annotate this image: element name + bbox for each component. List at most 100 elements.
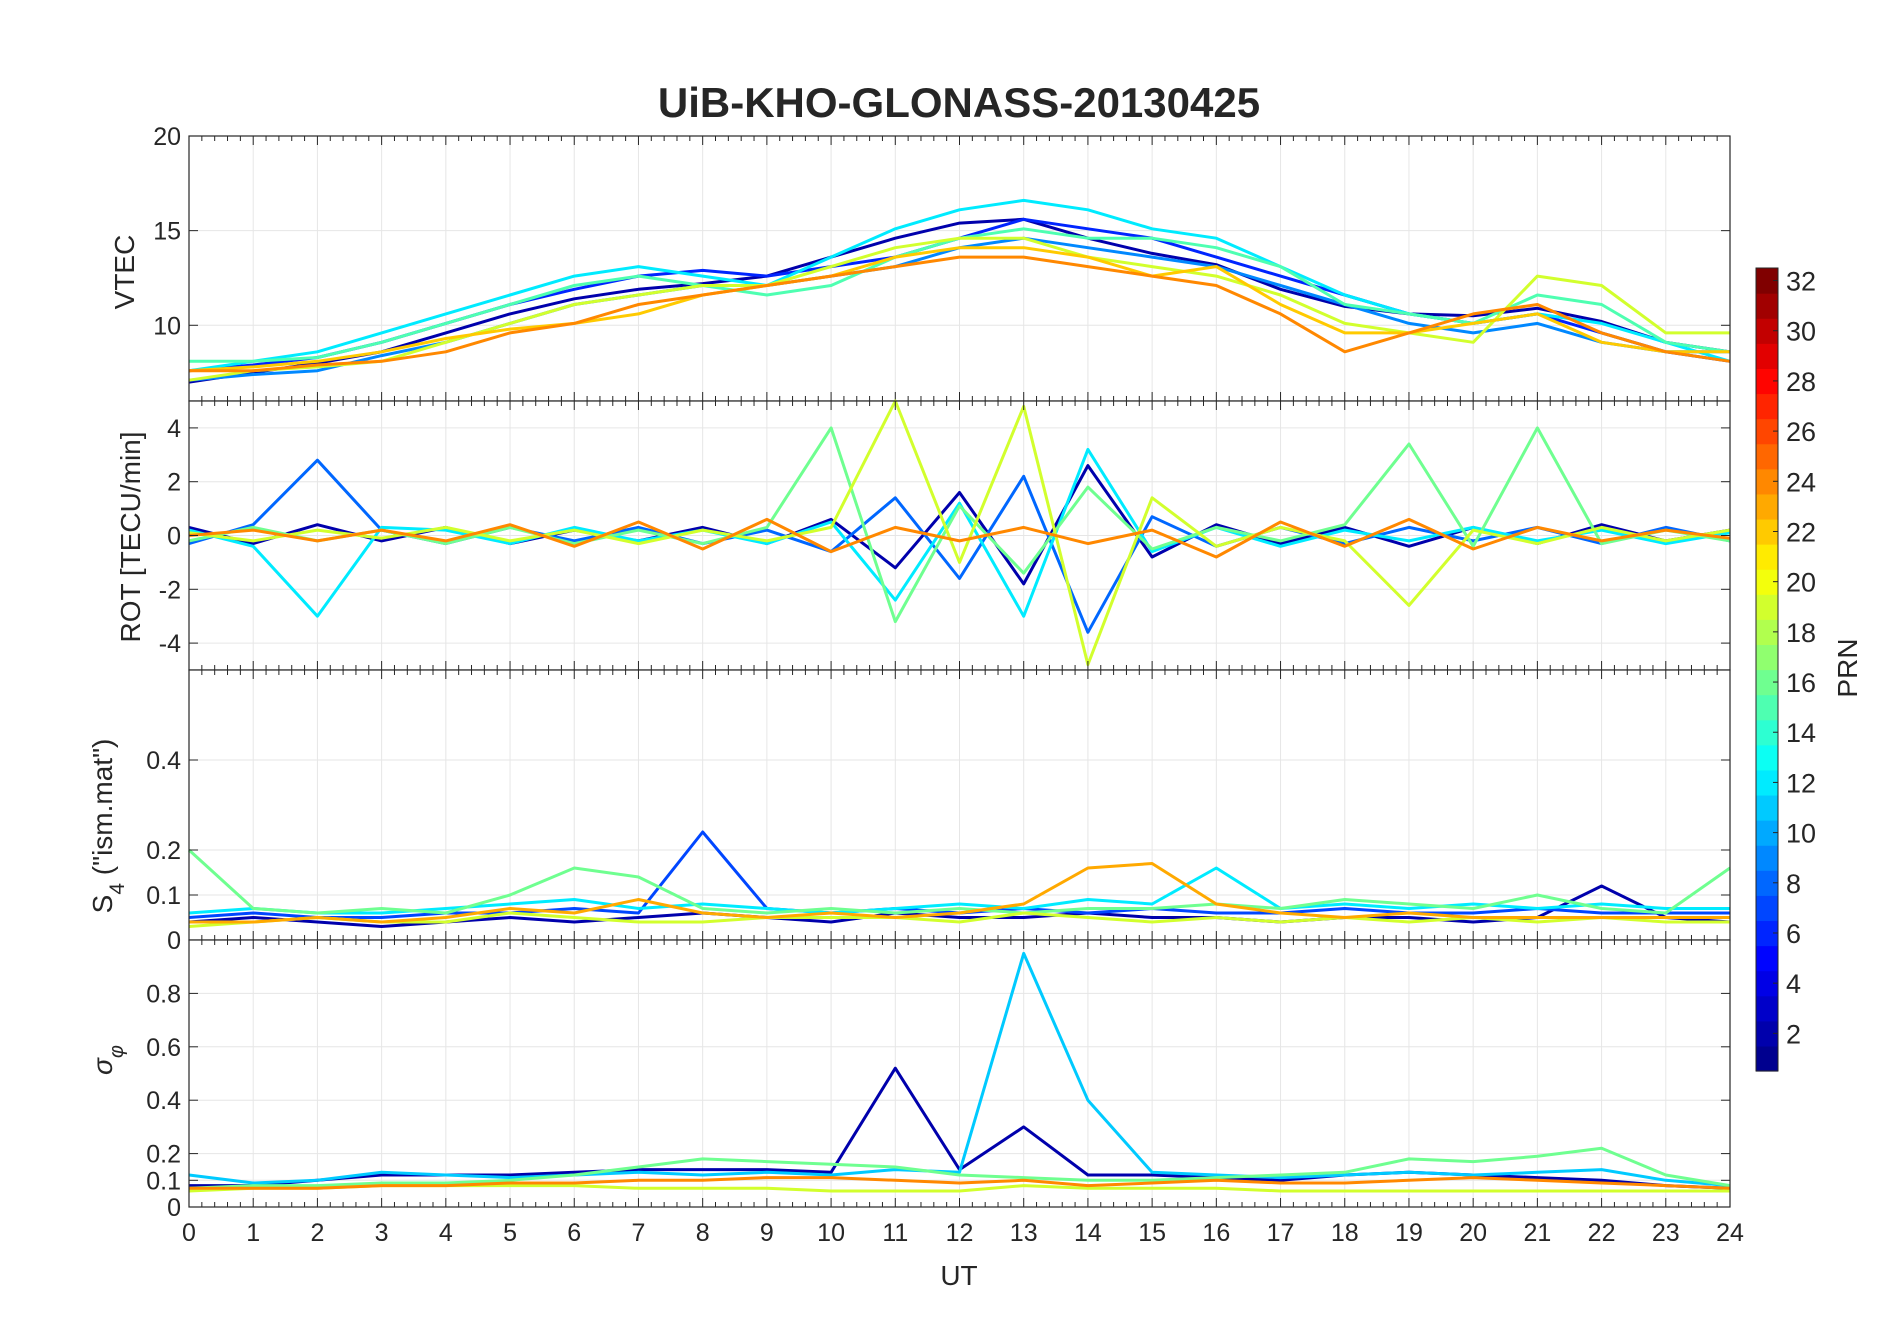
colorbar-swatch (1756, 694, 1778, 721)
colorbar-swatch (1756, 870, 1778, 896)
colorbar-swatch (1756, 995, 1778, 1022)
colorbar-swatch (1756, 368, 1778, 395)
colorbar-tick-label: 24 (1786, 467, 1816, 497)
y-tick-label: 0 (167, 523, 181, 551)
series-line-prn-16 (188, 1146, 1731, 1190)
colorbar-tick-label: 26 (1786, 417, 1816, 447)
x-tick-label: 8 (696, 1219, 710, 1247)
colorbar-swatch (1756, 418, 1778, 445)
y-tick-label: 2 (167, 469, 181, 497)
colorbar-swatch (1756, 443, 1778, 470)
x-tick-label: 20 (1459, 1219, 1487, 1247)
y-tick-label: -4 (159, 630, 181, 658)
colorbar-tick-label: 4 (1786, 969, 1801, 999)
colorbar-swatch (1756, 493, 1778, 520)
colorbar-swatch (1756, 794, 1778, 821)
colorbar-swatch (1756, 594, 1778, 620)
x-tick-label: 17 (1267, 1219, 1295, 1247)
colorbar-swatch (1756, 744, 1778, 771)
chart-title: UiB-KHO-GLONASS-20130425 (658, 79, 1260, 126)
colorbar-swatch (1756, 343, 1778, 369)
colorbar-swatch (1756, 468, 1778, 495)
series-line-prn-12 (188, 447, 1731, 618)
x-tick-label: 0 (182, 1219, 196, 1247)
colorbar-swatch (1756, 268, 1778, 294)
x-tick-label: 1 (246, 1219, 260, 1247)
y-tick-label: 4 (167, 415, 181, 443)
y-tick-label: 15 (153, 218, 181, 246)
y-tick-label: 0.1 (146, 882, 181, 910)
series-line-prn-16 (187, 848, 1731, 915)
x-tick-label: 2 (310, 1219, 324, 1247)
colorbar-tick-label: 22 (1786, 517, 1816, 547)
x-tick-label: 14 (1074, 1219, 1102, 1247)
colorbar-swatch (1756, 945, 1778, 972)
colorbar-swatch (1756, 569, 1778, 595)
colorbar-tick-label: 2 (1786, 1019, 1801, 1049)
colorbar-swatch (1756, 644, 1778, 671)
y-tick-label: -2 (159, 576, 181, 604)
colorbar-tick-label: 10 (1786, 819, 1816, 849)
series-line-prn-19 (188, 236, 1730, 382)
y-axis-label-rot: ROT [TECU/min] (115, 431, 146, 642)
colorbar-swatch (1756, 619, 1778, 645)
y-axis-label-vtec: VTEC (109, 235, 140, 310)
colorbar-tick-label: 20 (1786, 568, 1816, 598)
series-line-prn-12 (188, 866, 1730, 915)
colorbar-swatch (1756, 970, 1778, 997)
panel-s4: 0 0.1 0.2 0.4 (146, 669, 1731, 955)
colorbar-tick-label: 6 (1786, 919, 1801, 949)
x-tick-label: 15 (1138, 1219, 1166, 1247)
y-axis-label-s4: S4 ("ism.mat") (87, 739, 129, 914)
colorbar-swatch (1756, 518, 1778, 545)
y-tick-label: 0.2 (146, 837, 181, 865)
colorbar-swatch (1756, 318, 1778, 344)
colorbar-swatch (1756, 1020, 1778, 1047)
x-tick-label: 18 (1331, 1219, 1359, 1247)
colorbar-tick-label: 12 (1786, 768, 1816, 798)
x-tick-label: 24 (1716, 1219, 1744, 1247)
colorbar-tick-label: 32 (1786, 267, 1816, 297)
series-line-prn-16 (188, 426, 1731, 624)
x-tick-label: 22 (1588, 1219, 1616, 1247)
colorbar-tick-label: 30 (1786, 317, 1816, 347)
x-tick-label: 10 (817, 1219, 845, 1247)
series-line-prn-19 (188, 399, 1731, 667)
y-tick-label: 10 (153, 312, 181, 340)
colorbar-swatch (1756, 293, 1778, 319)
colorbar-tick-label: 14 (1786, 718, 1816, 748)
x-tick-label: 3 (375, 1219, 389, 1247)
colorbar-swatch (1756, 820, 1778, 846)
x-tick-label: 6 (567, 1219, 581, 1247)
y-tick-label: 0 (167, 1194, 181, 1222)
panel-sigma-phi: 00.10.20.40.60.80 1 2 3 4 5 6 7 8 9 10 11 12 13 14 15 16… (146, 939, 1744, 1247)
colorbar-swatch (1756, 719, 1778, 746)
x-tick-label: 23 (1652, 1219, 1680, 1247)
panel-rot: -4 -2 0 2 4 (159, 399, 1731, 671)
y-tick-label: 0.6 (146, 1034, 181, 1062)
y-axis-label-sigma-phi: σφ (87, 1045, 128, 1075)
series-line-prn-11 (188, 951, 1731, 1188)
colorbar-tick-label: 18 (1786, 618, 1816, 648)
y-tick-label: 0.2 (146, 1141, 181, 1169)
colorbar-swatch (1756, 920, 1778, 947)
x-tick-label: 19 (1395, 1219, 1423, 1247)
series-line-prn-24 (189, 1176, 1731, 1190)
colorbar-frame (1755, 267, 1779, 1072)
colorbar-swatch (1756, 669, 1778, 696)
colorbar-swatch (1756, 393, 1778, 420)
series-line-prn-22 (188, 246, 1730, 373)
x-tick-label: 5 (503, 1219, 517, 1247)
colorbar-tick-label: 28 (1786, 367, 1816, 397)
x-tick-label: 12 (946, 1219, 974, 1247)
colorbar-swatch (1756, 544, 1778, 570)
colorbar-tick-label: 8 (1786, 869, 1801, 899)
x-tick-label: 4 (439, 1219, 453, 1247)
y-tick-label: 0.1 (146, 1167, 181, 1195)
y-tick-label: 0 (167, 927, 181, 955)
x-tick-label: 9 (760, 1219, 774, 1247)
y-tick-label: 0.8 (146, 980, 181, 1008)
colorbar-label: PRN (1832, 638, 1863, 697)
